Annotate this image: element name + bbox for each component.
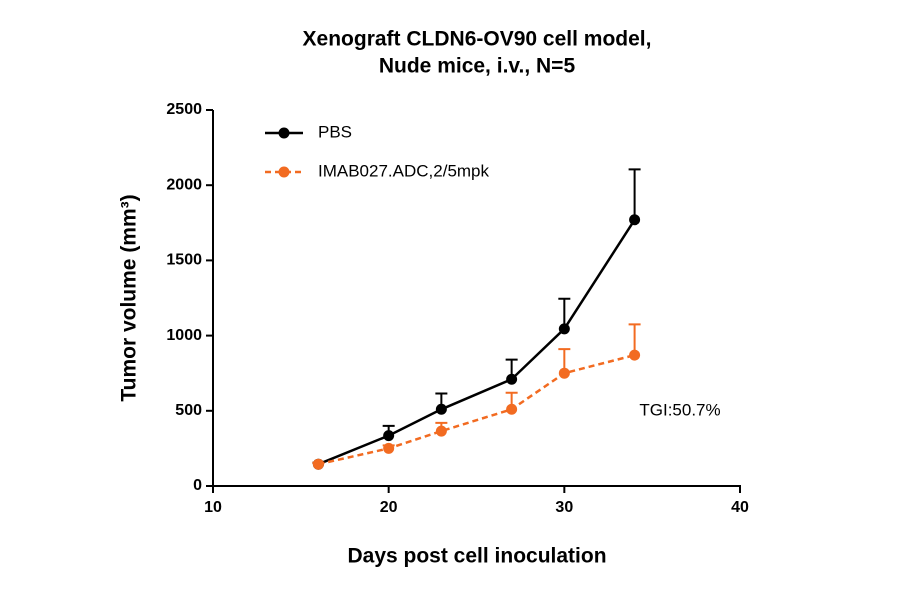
data-point: [629, 349, 641, 361]
y-tick-label: 0: [193, 477, 202, 494]
x-tick-label: 40: [731, 499, 749, 516]
chart-title: Nude mice, i.v., N=5: [379, 55, 576, 78]
series-line: [318, 353, 635, 466]
data-point: [506, 373, 518, 385]
x-tick-label: 30: [555, 499, 573, 516]
data-point: [629, 214, 641, 226]
data-point: [435, 403, 447, 415]
data-point: [435, 425, 447, 437]
legend-marker: [278, 166, 290, 178]
error-bar: [628, 168, 641, 220]
data-point: [383, 442, 395, 454]
data-point: [506, 403, 518, 415]
y-axis-label: Tumor volume (mm³): [118, 194, 141, 401]
x-axis-label: Days post cell inoculation: [347, 545, 606, 568]
y-tick-label: 1500: [166, 252, 202, 269]
legend-marker: [278, 127, 290, 139]
y-tick-label: 2500: [166, 101, 202, 118]
data-point: [558, 367, 570, 379]
legend-label: IMAB027.ADC,2/5mpk: [318, 161, 490, 180]
legend-label: PBS: [318, 122, 352, 141]
y-tick-label: 2000: [166, 176, 202, 193]
data-point: [312, 458, 324, 470]
x-tick-label: 10: [204, 499, 222, 516]
chart-title: Xenograft CLDN6-OV90 cell model,: [303, 28, 652, 51]
y-tick-label: 1000: [166, 327, 202, 344]
x-tick-label: 20: [380, 499, 398, 516]
data-point: [383, 430, 395, 442]
series-line: [317, 219, 636, 466]
data-point: [558, 323, 570, 335]
y-tick-label: 500: [175, 402, 202, 419]
annotation: TGI:50.7%: [639, 400, 720, 419]
